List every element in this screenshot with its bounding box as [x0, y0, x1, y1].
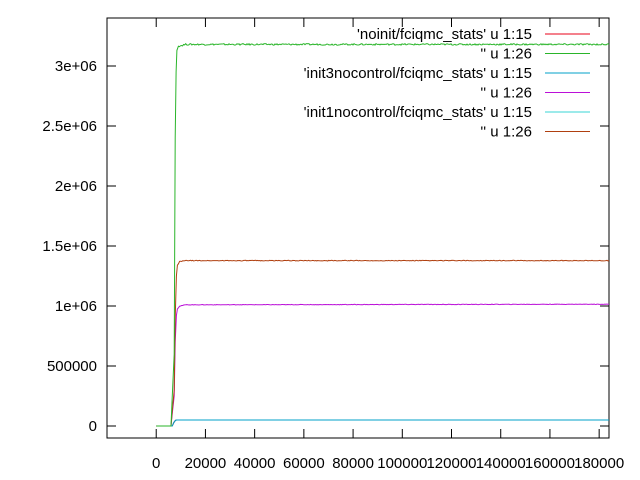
y-axis: 0 500000 1e+06 1.5e+06 2e+06 2.5e+06 3e+06 [42, 58, 609, 435]
series-line-6 [156, 259, 610, 427]
x-tick-label: 60000 [283, 455, 325, 472]
y-tick-label: 3e+06 [55, 58, 97, 75]
x-tick-label: 180000 [574, 455, 624, 472]
legend-label: 'init3nocontrol/fciqmc_stats' u 1:15 [304, 65, 532, 82]
legend: 'noinit/fciqmc_stats' u 1:15 '' u 1:26 'in… [304, 26, 590, 141]
series-line-5 [156, 419, 609, 427]
y-tick-label: 1.5e+06 [42, 238, 97, 255]
legend-label: '' u 1:26 [480, 124, 532, 141]
x-tick-label: 160000 [525, 455, 575, 472]
y-tick-label: 500000 [47, 358, 97, 375]
series-line-2 [156, 42, 610, 427]
series-line-4 [156, 303, 610, 427]
legend-label: '' u 1:26 [480, 46, 532, 63]
x-tick-label: 40000 [234, 455, 276, 472]
x-tick-label: 0 [152, 455, 160, 472]
y-tick-label: 2e+06 [55, 178, 97, 195]
x-axis: 0 20000 40000 60000 80000 100000 120000 140000 1… [152, 18, 624, 472]
plot-frame [106, 17, 610, 439]
series-line-1 [156, 419, 609, 427]
x-tick-label: 100000 [377, 455, 427, 472]
legend-label: 'noinit/fciqmc_stats' u 1:15 [357, 26, 532, 43]
x-tick-label: 80000 [332, 455, 374, 472]
series-layer [156, 42, 610, 427]
x-tick-label: 20000 [185, 455, 227, 472]
y-tick-label: 2.5e+06 [42, 118, 97, 135]
x-tick-label: 140000 [476, 455, 526, 472]
y-tick-label: 0 [89, 418, 97, 435]
series-line-3 [156, 419, 609, 427]
legend-label: 'init1nocontrol/fciqmc_stats' u 1:15 [304, 104, 532, 121]
legend-label: '' u 1:26 [480, 85, 532, 102]
y-tick-label: 1e+06 [55, 298, 97, 315]
x-tick-label: 120000 [426, 455, 476, 472]
